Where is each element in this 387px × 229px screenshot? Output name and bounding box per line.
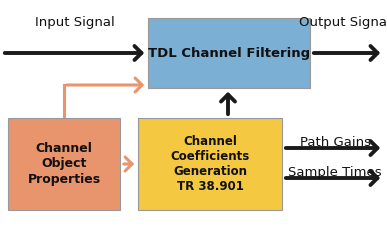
FancyBboxPatch shape [8,118,120,210]
FancyBboxPatch shape [138,118,282,210]
Text: Output Signal: Output Signal [299,16,387,29]
Text: Input Signal: Input Signal [35,16,115,29]
Text: Channel
Object
Properties: Channel Object Properties [27,142,101,185]
FancyBboxPatch shape [148,18,310,88]
Text: Sample Times: Sample Times [288,166,382,179]
Text: TDL Channel Filtering: TDL Channel Filtering [148,46,310,60]
Text: Channel
Coefficients
Generation
TR 38.901: Channel Coefficients Generation TR 38.90… [170,135,250,193]
Text: Path Gains: Path Gains [300,136,370,149]
